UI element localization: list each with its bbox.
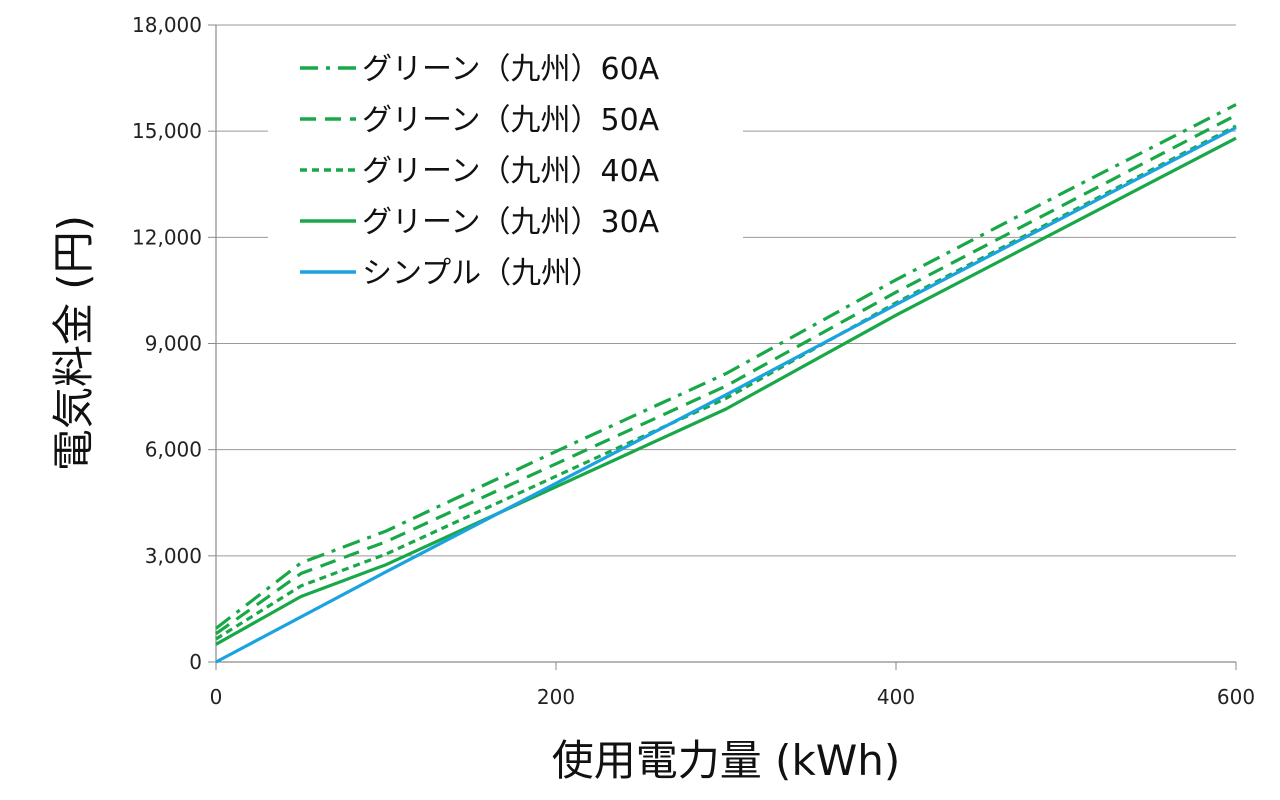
legend-label: グリーン（九州）30A <box>362 205 660 240</box>
y-tick-label: 15,000 <box>132 119 202 143</box>
x-tick-label: 200 <box>537 685 575 709</box>
legend-label: グリーン（九州）50A <box>362 103 660 138</box>
y-tick-label: 0 <box>189 650 202 674</box>
series-line <box>215 113 1237 636</box>
series-lines <box>215 103 1237 664</box>
legend-label: シンプル（九州） <box>362 256 601 291</box>
axes: 0 3,000 6,000 9,000 12,000 15,000 18,000 0 200 40… <box>132 13 1255 709</box>
series-line <box>215 103 1237 630</box>
legend: グリーン（九州）60A グリーン（九州）50A グリーン（九州）40A グリーン（九州… <box>268 40 743 303</box>
series-line <box>215 126 1237 664</box>
x-tick-label: 0 <box>210 685 223 709</box>
series-line <box>215 136 1237 646</box>
y-tick-label: 18,000 <box>132 13 202 37</box>
y-tick-label: 9,000 <box>145 332 202 356</box>
x-axis-title: 使用電力量 (kWh) <box>552 736 901 785</box>
x-tick-label: 400 <box>877 685 915 709</box>
y-tick-label: 3,000 <box>145 544 202 568</box>
x-tick-label: 600 <box>1217 685 1255 709</box>
legend-label: グリーン（九州）60A <box>362 52 660 87</box>
legend-box <box>268 40 743 303</box>
y-tick-label: 6,000 <box>145 438 202 462</box>
y-tick-label: 12,000 <box>132 225 202 249</box>
legend-label: グリーン（九州）40A <box>362 154 660 189</box>
y-axis-title: 電気料金 (円) <box>49 215 98 471</box>
